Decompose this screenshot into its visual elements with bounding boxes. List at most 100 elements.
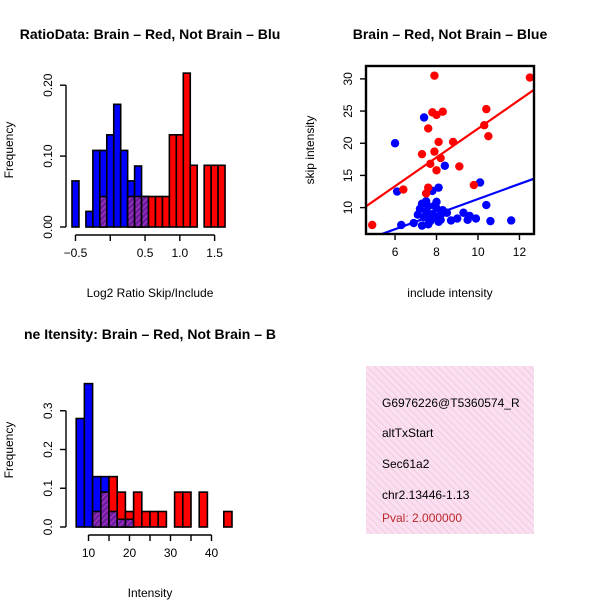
brain-bar: [223, 510, 233, 528]
info-panel-background: [366, 366, 534, 534]
not-brain-point: [419, 113, 429, 122]
event-type-label: altTxStart: [382, 426, 434, 440]
scatter-ylabel: skip intensity: [303, 116, 317, 185]
ratio-histogram-ylabel: Frequency: [2, 122, 16, 179]
x-tick-label: 10: [82, 546, 96, 560]
y-tick-label: 0.10: [41, 144, 55, 168]
overlap-bar: [91, 510, 102, 528]
y-tick-label: 20: [341, 136, 355, 150]
brain-point: [417, 149, 427, 159]
ratio-histogram-axes: −0.5 0.5 1.0 1.5 0.00 0.10 0.20: [41, 73, 223, 260]
not-brain-point: [390, 139, 400, 148]
brain-bar: [168, 134, 178, 228]
brain-point: [455, 162, 464, 171]
brain-bar: [154, 195, 164, 228]
brain-bar: [173, 491, 184, 528]
x-tick-label: 20: [123, 546, 137, 560]
brain-bar: [157, 510, 168, 528]
scatter-xlabel: include intensity: [407, 286, 492, 300]
brain-bar: [203, 164, 212, 228]
brain-bar: [217, 164, 226, 228]
brain-bar: [210, 164, 219, 228]
x-tick-label: 12: [513, 245, 527, 259]
x-tick-label: 10: [471, 245, 485, 259]
ratio-histogram: RatioData: Brain – Red, Not Brain – Blu …: [2, 26, 280, 300]
event-info-panel: G6976226@T5360574_R altTxStart Sec61a2 c…: [366, 366, 534, 534]
overlap-bar: [99, 195, 108, 228]
overlap-bar: [126, 195, 136, 228]
brain-point: [432, 110, 441, 120]
intensity-histogram-axes: 10 20 30 40 0.0 0.1 0.2 0.3: [41, 402, 218, 560]
brain-point: [432, 166, 441, 175]
not-brain-point: [413, 210, 423, 219]
x-tick-label: 40: [205, 546, 219, 560]
not-brain-point: [424, 220, 433, 229]
not-brain-point: [432, 204, 441, 213]
y-tick-label: 15: [341, 168, 355, 182]
brain-point: [424, 183, 433, 192]
x-tick-label: 8: [433, 245, 440, 259]
not-brain-point: [471, 214, 481, 223]
brain-bar: [198, 491, 209, 528]
not-brain-point: [463, 215, 472, 225]
x-tick-label: 0.5: [137, 246, 154, 260]
brain-bar: [147, 195, 157, 228]
overlap-bar: [108, 510, 118, 528]
brain-point: [484, 131, 493, 141]
x-tick-label: 1.0: [171, 246, 188, 260]
brain-point: [368, 220, 377, 230]
y-tick-label: 0.1: [41, 480, 55, 497]
ratio-histogram-title: RatioData: Brain – Red, Not Brain – Blu: [20, 26, 281, 42]
y-tick-label: 10: [341, 201, 355, 215]
not-brain-bar: [105, 134, 115, 228]
y-tick-label: 0.20: [41, 73, 55, 97]
brain-bar: [175, 134, 185, 228]
not-brain-point: [486, 216, 495, 226]
not-brain-point: [434, 217, 443, 226]
not-brain-point: [421, 196, 431, 206]
not-brain-bar: [92, 149, 101, 228]
y-tick-label: 0.0: [41, 518, 55, 535]
y-tick-label: 0.00: [41, 215, 55, 239]
brain-point: [434, 137, 443, 147]
brain-point: [399, 185, 408, 194]
brain-point: [424, 124, 433, 133]
y-tick-label: 0.3: [41, 402, 55, 419]
overlap-bar: [124, 518, 135, 528]
scatter-axes: 6 8 10 12 10 15 20 25 30: [341, 72, 526, 259]
not-brain-bar: [119, 149, 129, 228]
not-brain-bar: [71, 180, 80, 228]
brain-trend-line: [366, 88, 534, 208]
overlap-bar: [133, 195, 143, 228]
not-brain-point: [482, 200, 491, 210]
x-tick-label: 1.5: [206, 246, 223, 260]
brain-bar: [149, 510, 159, 528]
brain-point: [430, 147, 439, 156]
brain-bar: [182, 72, 192, 228]
not-brain-point: [417, 221, 427, 230]
intensity-histogram-ylabel: Frequency: [2, 422, 16, 479]
intensity-histogram-xlabel: Intensity: [128, 586, 173, 600]
x-tick-label: −0.5: [64, 246, 88, 260]
scatter-title: Brain – Red, Not Brain – Blue: [353, 26, 548, 42]
x-tick-label: 30: [164, 546, 178, 560]
brain-point: [482, 104, 491, 114]
brain-bar: [182, 491, 192, 528]
ratio-histogram-xlabel: Log2 Ratio Skip/Include: [87, 286, 214, 300]
not-brain-point: [453, 214, 462, 223]
brain-point: [525, 73, 534, 82]
pval-label: Pval: 2.000000: [382, 511, 463, 525]
not-brain-point: [440, 161, 450, 170]
not-brain-bar: [85, 210, 94, 228]
y-tick-label: 25: [341, 104, 355, 118]
scatter-points: [366, 71, 534, 234]
intensity-histogram: ne Itensity: Brain – Red, Not Brain – B …: [2, 326, 276, 600]
brain-point: [438, 107, 447, 116]
brain-bar: [132, 491, 143, 528]
brain-bar: [141, 510, 151, 528]
genomic-location-label: chr2.13446-1.13: [382, 488, 470, 502]
not-brain-bar: [75, 417, 86, 528]
intensity-histogram-title: ne Itensity: Brain – Red, Not Brain – B: [24, 326, 276, 342]
overlap-bar: [140, 195, 150, 228]
